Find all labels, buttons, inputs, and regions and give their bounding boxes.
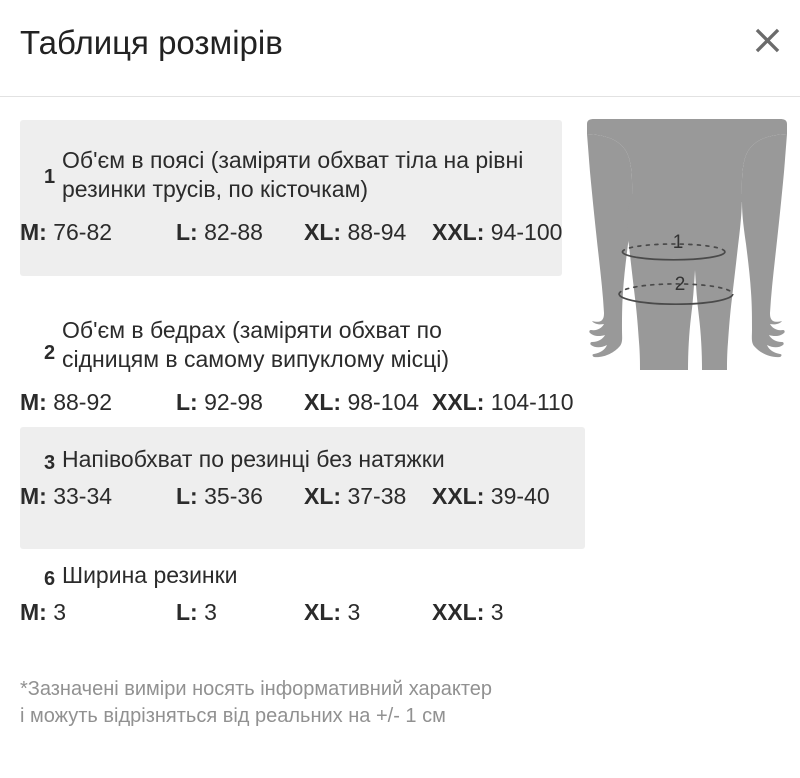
svg-text:1: 1 (673, 232, 684, 253)
svg-text:2: 2 (675, 274, 686, 295)
